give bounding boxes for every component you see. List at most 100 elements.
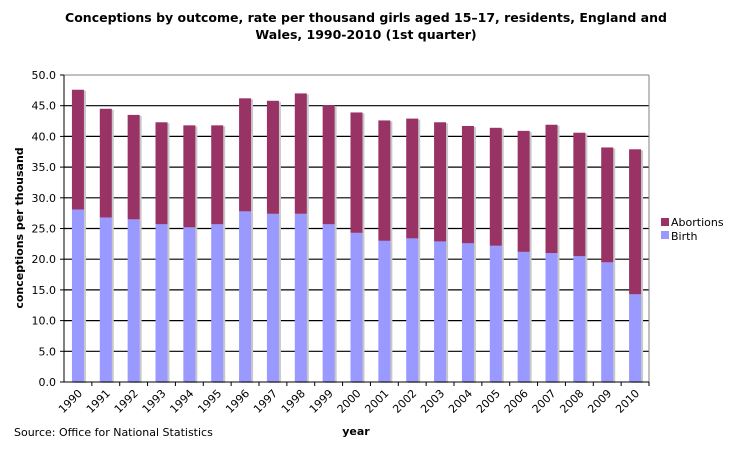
x-tick-label: 2006 <box>502 387 531 416</box>
x-tick-label: 2002 <box>390 387 419 416</box>
y-tick-label: 50.0 <box>32 69 57 82</box>
x-tick-label: 1992 <box>112 387 141 416</box>
bar-stack-2003 <box>434 122 449 383</box>
bar-abortions-2007 <box>545 124 558 254</box>
bar-stack-2006 <box>517 130 532 383</box>
bar-abortions-2002 <box>406 118 419 239</box>
x-tick-label: 2008 <box>557 387 586 416</box>
bar-birth-2000 <box>350 232 363 382</box>
bar-stack-1998 <box>294 93 309 383</box>
x-tick-label: 1998 <box>279 387 308 416</box>
x-tick-label: 1997 <box>251 387 280 416</box>
source-note: Source: Office for National Statistics <box>14 426 213 439</box>
chart-title-line-1: Conceptions by outcome, rate per thousan… <box>65 10 667 25</box>
bar-birth-1995 <box>211 224 224 382</box>
bar-birth-2004 <box>461 243 474 382</box>
bar-stack-1994 <box>183 125 198 383</box>
x-tick-label: 2010 <box>613 387 642 416</box>
bar-birth-1998 <box>294 213 307 382</box>
bar-abortions-1994 <box>183 125 196 228</box>
legend: Abortions Birth <box>661 216 724 243</box>
y-tick-label: 40.0 <box>32 130 57 143</box>
bar-abortions-2008 <box>573 132 586 257</box>
bar-stack-1997 <box>266 100 281 383</box>
y-tick-label: 0.0 <box>39 376 57 389</box>
x-tick-label: 2001 <box>362 387 391 416</box>
chart-title-line-2: Wales, 1990-2010 (1st quarter) <box>255 27 476 42</box>
bar-birth-2009 <box>601 262 614 382</box>
bar-stack-2000 <box>350 112 365 383</box>
legend-label-birth: Birth <box>671 230 697 243</box>
bar-abortions-2003 <box>434 122 447 242</box>
legend-swatch-abortions <box>661 218 669 226</box>
bar-birth-2003 <box>434 241 447 382</box>
x-axis-label: year <box>342 425 370 438</box>
bar-stack-2001 <box>378 120 393 383</box>
x-tick-label: 1996 <box>223 387 252 416</box>
x-tick-label: 2004 <box>446 387 475 416</box>
bar-birth-1991 <box>99 217 112 382</box>
bar-birth-1999 <box>322 224 335 382</box>
bar-abortions-1991 <box>99 108 112 218</box>
bar-stack-1996 <box>239 98 254 383</box>
bar-stack-2005 <box>489 127 504 383</box>
x-tick-label: 2007 <box>530 387 559 416</box>
y-tick-label: 5.0 <box>39 345 57 358</box>
bar-abortions-2006 <box>517 130 530 252</box>
bar-birth-2006 <box>517 251 530 382</box>
y-tick-label: 20.0 <box>32 253 57 266</box>
bar-stack-1993 <box>155 122 170 383</box>
bar-abortions-1998 <box>294 93 307 214</box>
bar-birth-1996 <box>239 211 252 382</box>
axes <box>60 74 650 386</box>
bar-abortions-2005 <box>489 127 502 246</box>
x-tick-label: 2000 <box>335 387 364 416</box>
y-tick-label: 30.0 <box>32 192 57 205</box>
bar-abortions-1990 <box>71 89 84 210</box>
bar-stack-2002 <box>406 118 421 383</box>
y-tick-label: 15.0 <box>32 284 57 297</box>
bar-birth-1994 <box>183 227 196 382</box>
bar-stack-2008 <box>573 132 588 383</box>
bar-stack-1992 <box>127 114 142 383</box>
bar-abortions-2000 <box>350 112 363 233</box>
x-tick-label: 1991 <box>84 387 113 416</box>
bar-abortions-1996 <box>239 98 252 212</box>
bar-stack-2009 <box>601 147 616 383</box>
bar-birth-1997 <box>266 213 279 382</box>
bars <box>71 89 644 383</box>
bar-abortions-1993 <box>155 122 168 225</box>
bar-birth-2001 <box>378 240 391 382</box>
x-tick-labels: 1990199119921993199419951996199719981999… <box>56 387 642 416</box>
x-tick-label: 1999 <box>307 387 336 416</box>
bar-birth-2007 <box>545 253 558 382</box>
y-tick-label: 35.0 <box>32 161 57 174</box>
bar-stack-1999 <box>322 105 337 383</box>
bar-abortions-2010 <box>629 149 642 295</box>
x-tick-label: 1993 <box>140 387 169 416</box>
legend-label-abortions: Abortions <box>671 216 724 229</box>
bar-birth-1993 <box>155 224 168 382</box>
bar-abortions-1992 <box>127 114 140 220</box>
bar-abortions-1999 <box>322 105 335 225</box>
y-tick-labels: 0.0 5.0 10.0 15.0 20.0 25.0 30.0 35.0 40.0 45.0 50… <box>32 69 57 389</box>
x-tick-label: 1995 <box>195 387 224 416</box>
x-tick-label: 1994 <box>167 387 196 416</box>
bar-birth-1990 <box>71 209 84 382</box>
x-tick-label: 2003 <box>418 387 447 416</box>
y-tick-label: 10.0 <box>32 315 57 328</box>
x-tick-label: 2005 <box>474 387 503 416</box>
bar-stack-2004 <box>461 125 476 383</box>
x-tick-label: 2009 <box>585 387 614 416</box>
bar-birth-1992 <box>127 219 140 382</box>
bar-stack-2007 <box>545 124 560 383</box>
legend-swatch-birth <box>661 231 669 239</box>
bar-abortions-2001 <box>378 120 391 241</box>
bar-birth-2002 <box>406 238 419 382</box>
bar-stack-1991 <box>99 108 114 383</box>
bar-birth-2008 <box>573 256 586 382</box>
bar-stack-1995 <box>211 125 226 383</box>
y-tick-label: 25.0 <box>32 223 57 236</box>
y-tick-label: 45.0 <box>32 100 57 113</box>
